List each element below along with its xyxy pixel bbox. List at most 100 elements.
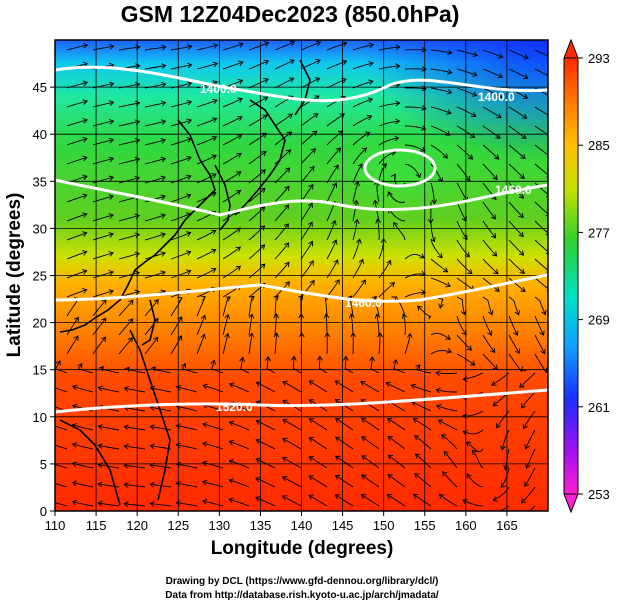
streamline — [66, 232, 87, 241]
streamline — [248, 295, 255, 317]
streamline — [525, 448, 536, 469]
streamline-arrow — [160, 156, 167, 163]
streamline — [229, 421, 250, 431]
streamline — [378, 151, 396, 165]
streamline — [508, 334, 520, 354]
streamline — [66, 44, 88, 51]
streamline-arrow — [71, 480, 78, 487]
streamline — [436, 389, 457, 393]
streamline-arrow — [175, 500, 181, 506]
streamline-arrow — [493, 269, 499, 275]
streamline — [176, 386, 198, 393]
streamline-arrow — [465, 441, 472, 447]
x-tick-label: 140 — [291, 518, 313, 533]
credit-drawing: Drawing by DCL (https://www.gfd-dennou.o… — [166, 576, 439, 587]
streamline — [150, 387, 172, 393]
streamline-arrow — [289, 40, 296, 47]
streamline-arrow — [441, 471, 448, 477]
streamline — [170, 270, 191, 279]
streamline — [274, 242, 289, 260]
streamline — [430, 332, 451, 340]
streamline-arrow — [286, 131, 293, 137]
streamline-arrow — [228, 478, 234, 484]
streamline — [170, 316, 183, 336]
streamline — [55, 387, 68, 393]
streamline — [248, 114, 268, 127]
streamline — [248, 187, 266, 203]
streamline-arrow — [367, 97, 374, 103]
streamline-arrow — [200, 295, 206, 301]
streamline — [77, 363, 94, 374]
streamline — [326, 164, 339, 184]
streamline — [482, 334, 496, 353]
japan-coast — [234, 99, 286, 216]
philippines-coast — [129, 329, 171, 501]
streamline-arrow — [334, 494, 340, 500]
streamline-arrow — [212, 43, 219, 49]
streamline — [118, 318, 134, 336]
streamline-arrow — [71, 403, 78, 410]
streamline-arrow — [464, 252, 470, 258]
streamline — [378, 120, 400, 127]
streamline — [415, 364, 432, 374]
streamline-arrow — [108, 156, 115, 163]
streamline-arrow — [308, 240, 314, 247]
streamline-arrow — [524, 481, 530, 488]
streamline-arrow — [438, 303, 444, 309]
streamline — [430, 125, 451, 136]
colorbar-tick-label: 277 — [588, 225, 610, 240]
streamline — [118, 102, 140, 108]
streamline — [482, 258, 499, 275]
streamline — [501, 429, 510, 450]
streamline-arrow — [175, 423, 182, 430]
x-axis-ticks: 110 115 120 125 130 135 140 145 150 155 160 165 — [45, 511, 518, 533]
streamline — [98, 425, 120, 431]
streamline-arrow — [360, 380, 366, 386]
streamline — [118, 299, 134, 317]
streamline — [378, 102, 400, 108]
streamline-arrow — [186, 174, 192, 180]
streamline-arrow — [360, 494, 367, 500]
streamline — [66, 335, 79, 355]
streamline-arrow — [460, 309, 467, 316]
streamline-arrow — [523, 73, 529, 80]
streamline — [335, 436, 354, 450]
streamline-arrow — [202, 422, 208, 428]
streamline-arrow — [123, 443, 129, 450]
streamline — [150, 406, 172, 412]
streamline-arrow — [307, 202, 313, 209]
streamline-arrow — [282, 437, 288, 443]
streamline-arrow — [200, 333, 206, 340]
streamline-arrow — [263, 78, 269, 84]
streamline — [534, 125, 548, 136]
streamline-arrow — [47, 480, 52, 485]
streamline-arrow — [97, 481, 103, 488]
streamline-arrow — [519, 173, 525, 180]
streamline-arrow — [186, 155, 192, 162]
streamline — [248, 42, 269, 51]
streamline-arrow — [81, 250, 88, 256]
streamline-arrow — [287, 113, 294, 119]
x-tick-label: 145 — [332, 518, 354, 533]
streamline — [430, 68, 452, 74]
streamline-arrow — [374, 313, 381, 319]
streamline — [222, 296, 231, 317]
streamline-arrow — [394, 135, 400, 142]
streamline-arrow — [236, 134, 243, 140]
streamline — [222, 98, 243, 108]
streamline-arrow — [415, 172, 422, 179]
streamline-arrow — [492, 364, 498, 370]
streamline-arrow — [415, 364, 421, 370]
streamline — [326, 239, 337, 260]
streamline-arrow — [438, 494, 445, 500]
streamline-arrow — [81, 288, 88, 294]
streamline-arrow — [259, 206, 266, 212]
streamline — [222, 314, 229, 336]
streamline — [170, 194, 191, 203]
streamline-arrow — [265, 355, 271, 362]
streamline-arrow — [447, 68, 453, 75]
streamline-arrow — [82, 42, 89, 49]
streamline — [196, 136, 217, 146]
streamline-arrow — [235, 189, 242, 195]
streamline-arrow — [412, 493, 419, 499]
